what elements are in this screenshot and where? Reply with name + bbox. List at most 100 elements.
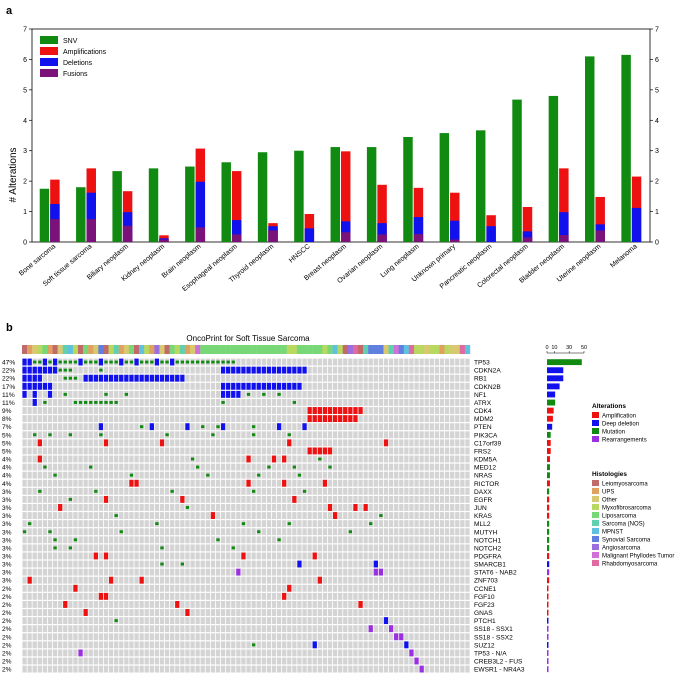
onco-cell [317,374,322,382]
onco-cell [63,479,68,487]
gene-percent-label: 5% [2,448,12,455]
onco-cell [73,649,78,657]
onco-cell [276,374,282,382]
alteration-rearrangement [394,633,399,641]
onco-cell [190,366,195,374]
onco-cell [226,374,231,382]
gene-frequency-bar [547,520,550,527]
onco-cell [134,544,139,552]
onco-cell [210,592,216,600]
onco-cell [429,649,434,657]
onco-cell [332,560,338,568]
onco-cell [246,536,251,544]
bar-deletions [86,192,96,242]
onco-cell [73,576,78,584]
onco-cell [378,536,384,544]
y-tick-label-right: 1 [655,209,659,216]
onco-cell [241,399,246,406]
onco-cell [88,576,93,584]
onco-cell [241,601,246,608]
gene-label: TP53 [474,360,490,367]
alteration-amplification [317,447,322,455]
alteration-deep-deletion [42,358,48,366]
onco-cell [236,512,241,519]
onco-cell [22,592,27,600]
onco-cell [47,609,53,616]
y-tick-label: 5 [23,87,27,94]
onco-cell [195,601,200,608]
onco-cell [210,439,216,447]
gene-frequency-bar [547,536,550,543]
onco-cell [266,520,272,528]
onco-cell [282,617,287,625]
onco-cell [251,495,256,503]
onco-cell [414,382,419,390]
onco-cell [424,625,429,633]
onco-cell [32,455,37,463]
onco-cell [404,560,409,568]
onco-cell [394,625,399,633]
onco-cell [429,504,434,511]
onco-cell [42,576,48,584]
alteration-amplification [98,592,104,600]
onco-cell [404,390,409,398]
onco-cell [465,479,470,487]
onco-cell [58,374,63,382]
onco-cell [88,641,93,649]
onco-cell [419,633,424,641]
onco-cell [414,649,419,657]
onco-cell [409,568,414,576]
onco-cell [170,617,175,625]
onco-cell [205,504,210,511]
onco-cell [124,657,129,665]
onco-cell [414,633,419,641]
alteration-amplification [322,407,328,414]
onco-cell [444,487,450,495]
alteration-mutation [231,360,235,364]
onco-cell [108,504,114,511]
onco-cell [368,431,373,439]
onco-cell [424,487,429,495]
onco-cell [450,447,455,455]
onco-cell [388,455,394,463]
onco-cell [103,544,109,552]
onco-cell [68,463,73,471]
onco-cell [78,447,83,455]
alteration-amplification [185,609,190,616]
onco-cell [83,463,88,471]
onco-cell [83,657,88,665]
onco-cell [424,520,429,528]
onco-cell [317,463,322,471]
onco-cell [292,374,297,382]
onco-cell [287,601,292,608]
onco-cell [327,455,333,463]
onco-cell [108,592,114,600]
onco-cell [114,568,119,576]
alteration-mutation [292,465,297,469]
onco-cell [322,665,328,673]
onco-cell [399,471,404,479]
onco-cell [129,568,134,576]
onco-cell [205,390,210,398]
onco-cell [338,423,343,431]
onco-cell [388,439,394,447]
onco-cell [276,487,282,495]
bar-deletions [450,220,460,242]
onco-cell [368,447,373,455]
onco-cell [465,455,470,463]
alteration-deep-deletion [22,366,27,374]
onco-cell [338,390,343,398]
onco-cell [185,544,190,552]
onco-cell [399,649,404,657]
onco-cell [22,431,27,439]
onco-cell [261,512,266,519]
onco-cell [185,455,190,463]
onco-cell [343,439,348,447]
onco-cell [363,407,368,414]
onco-cell [58,649,63,657]
alteration-deep-deletion [292,382,297,390]
onco-cell [124,625,129,633]
histology-cell [403,345,410,354]
alteration-deep-deletion [37,382,42,390]
onco-cell [429,601,434,608]
